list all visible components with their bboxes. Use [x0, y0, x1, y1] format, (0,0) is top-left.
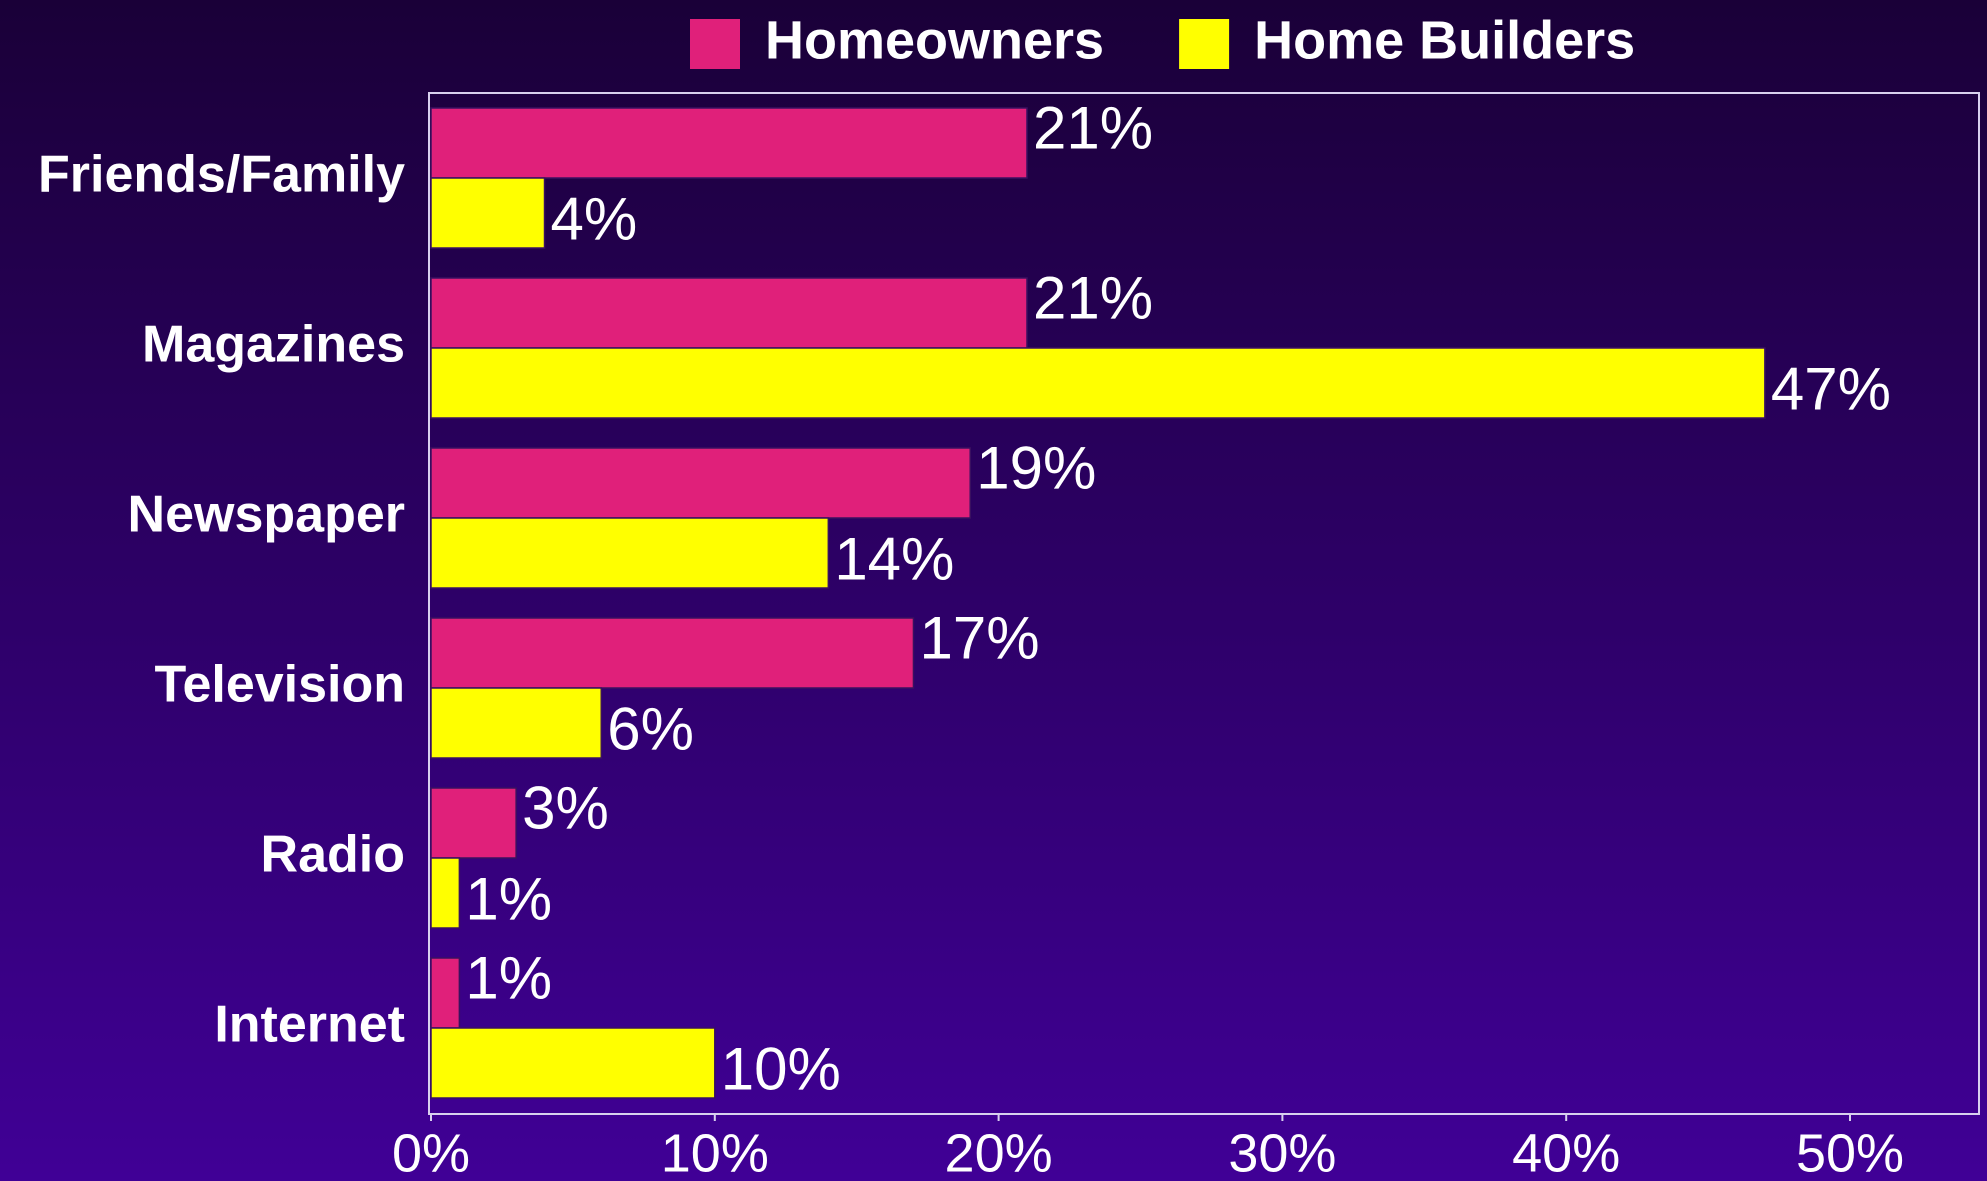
value-label: 21%	[1033, 264, 1153, 331]
legend-label: Home Builders	[1254, 10, 1635, 70]
bar	[430, 617, 915, 689]
bar	[430, 1027, 716, 1099]
value-label: 6%	[607, 695, 694, 762]
bar	[430, 177, 546, 249]
x-tick-label: 20%	[945, 1123, 1053, 1181]
value-label: 4%	[551, 185, 638, 252]
value-label: 3%	[522, 774, 609, 841]
legend-swatch	[690, 19, 740, 69]
value-label: 10%	[721, 1035, 841, 1102]
legend-label: Homeowners	[765, 10, 1104, 70]
category-label: Radio	[261, 826, 405, 884]
bar	[430, 857, 461, 929]
value-label: 1%	[465, 944, 552, 1011]
value-label: 17%	[919, 604, 1039, 671]
bar	[430, 107, 1028, 179]
bar	[430, 447, 971, 519]
bar	[430, 277, 1028, 349]
x-tick-label: 50%	[1796, 1123, 1904, 1181]
bar	[430, 517, 830, 589]
value-label: 47%	[1771, 355, 1891, 422]
x-tick-label: 40%	[1512, 1123, 1620, 1181]
category-label: Internet	[214, 996, 405, 1054]
category-label: Friends/Family	[38, 146, 405, 204]
bar	[430, 787, 517, 859]
bar	[430, 687, 603, 759]
bar	[430, 957, 461, 1029]
value-label: 14%	[834, 525, 954, 592]
value-label: 21%	[1033, 94, 1153, 161]
x-tick-label: 10%	[661, 1123, 769, 1181]
value-label: 1%	[465, 865, 552, 932]
x-tick-label: 0%	[392, 1123, 470, 1181]
legend-swatch	[1179, 19, 1230, 69]
value-label: 19%	[976, 434, 1096, 501]
category-label: Magazines	[142, 316, 405, 374]
category-label: Newspaper	[128, 486, 405, 544]
bar	[430, 347, 1766, 419]
plot-frame	[428, 92, 1980, 1115]
category-label: Television	[155, 656, 405, 714]
x-tick-label: 30%	[1228, 1123, 1336, 1181]
